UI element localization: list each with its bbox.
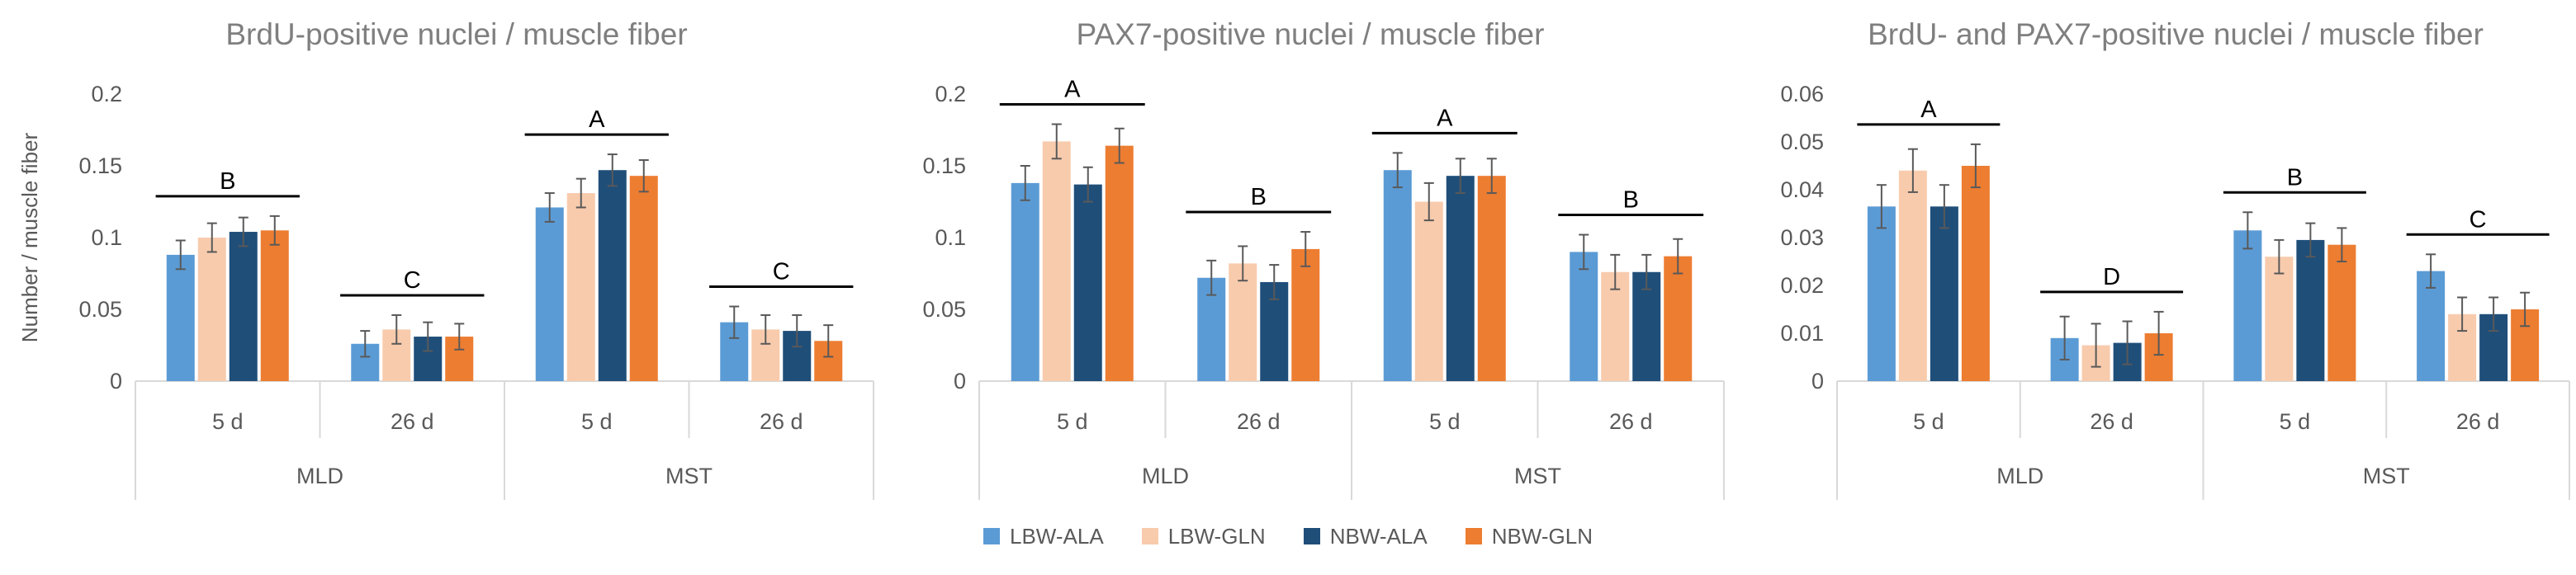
panel3-ytick-label: 0.06 xyxy=(1780,82,1824,106)
panel3-significance-letter: D xyxy=(2103,264,2120,290)
panel3-significance-letter: A xyxy=(1920,97,1937,123)
panel3-category-label: 5 d xyxy=(2280,409,2311,434)
panel1-significance-letter: A xyxy=(589,106,605,133)
panel3-title: BrdU- and PAX7-positive nuclei / muscle … xyxy=(1868,17,2484,51)
panel3-bar-lbw-ala xyxy=(2417,271,2446,381)
panel2-ytick-label: 0.05 xyxy=(922,297,966,322)
panel2-bar-lbw-ala xyxy=(1011,182,1039,381)
panel1-ytick-label: 0.05 xyxy=(78,297,122,322)
panel1-title: BrdU-positive nuclei / muscle fiber xyxy=(225,17,687,51)
panel2-ytick-label: 0 xyxy=(954,369,966,394)
panel1-group-label: MLD xyxy=(296,464,343,488)
panel1-significance-letter: C xyxy=(773,259,790,285)
panel2-bar-lbw-gln xyxy=(1414,201,1443,381)
legend-swatch-lbw-ala xyxy=(983,528,1000,544)
legend-swatch-nbw-ala xyxy=(1303,528,1320,544)
legend-label-lbw-ala: LBW-ALA xyxy=(1010,523,1104,549)
panel3-bar-lbw-ala xyxy=(1867,206,1896,381)
panel2-bar-nbw-ala xyxy=(1632,271,1661,381)
panel2-bar-nbw-gln xyxy=(1291,248,1320,381)
panel3-ytick-label: 0.04 xyxy=(1780,177,1824,202)
panel2-group-label: MLD xyxy=(1142,464,1189,488)
panel2-category-label: 26 d xyxy=(1237,409,1281,434)
panel2-bar-nbw-ala xyxy=(1446,176,1475,381)
panel2-significance-letter: B xyxy=(1623,187,1639,214)
legend-label-nbw-gln: NBW-GLN xyxy=(1491,523,1593,549)
panel1-ytick-label: 0 xyxy=(110,369,122,394)
panel2-bar-nbw-gln xyxy=(1664,256,1693,381)
panel1-bar-nbw-gln xyxy=(260,230,289,381)
panel2-significance-letter: A xyxy=(1064,77,1081,103)
legend-label-lbw-gln: LBW-GLN xyxy=(1167,523,1266,549)
panel1-bar-nbw-ala xyxy=(229,232,258,381)
panel3-bar-nbw-gln xyxy=(2327,244,2356,381)
panel1-ytick-label: 0.15 xyxy=(78,153,122,178)
panel1-category-label: 26 d xyxy=(391,409,434,434)
panel2-group-label: MST xyxy=(1514,464,1561,488)
panel2-bar-lbw-ala xyxy=(1383,170,1412,381)
panel1-bar-lbw-gln xyxy=(566,193,595,381)
legend-swatch-lbw-gln xyxy=(1141,528,1158,544)
panel2-category-label: 26 d xyxy=(1609,409,1653,434)
panel2-category-label: 5 d xyxy=(1057,409,1088,434)
panel1-ytick-label: 0.1 xyxy=(91,225,122,250)
panel1-ylabel: Number / muscle fiber xyxy=(17,133,42,343)
panel2-bar-lbw-ala xyxy=(1570,252,1598,381)
panel2-ytick-label: 0.15 xyxy=(922,153,966,178)
panel2-bar-nbw-gln xyxy=(1477,176,1506,381)
panel2-category-label: 5 d xyxy=(1429,409,1461,434)
panel2-title: PAX7-positive nuclei / muscle fiber xyxy=(1077,17,1545,51)
panel1-category-label: 5 d xyxy=(212,409,244,434)
panel3-bar-nbw-ala xyxy=(1930,206,1958,381)
panel1-bar-nbw-gln xyxy=(629,176,658,381)
panel3-bar-nbw-ala xyxy=(2296,239,2325,381)
panel1-category-label: 26 d xyxy=(760,409,803,434)
panel3-ytick-label: 0 xyxy=(1811,369,1824,394)
panel3-bar-nbw-gln xyxy=(1961,166,1990,381)
legend: LBW-ALA LBW-GLN NBW-ALA NBW-GLN xyxy=(0,518,2576,554)
panel3-ytick-label: 0.03 xyxy=(1780,225,1824,250)
panel3-ytick-label: 0.02 xyxy=(1780,273,1824,298)
panel1-bar-lbw-gln xyxy=(197,238,226,381)
panel2-bar-nbw-gln xyxy=(1105,145,1134,381)
panel1-bar-lbw-ala xyxy=(166,254,195,381)
panel1-significance-letter: B xyxy=(220,168,235,195)
panel2-bar-lbw-gln xyxy=(1229,263,1257,381)
legend-item-lbw-gln: LBW-GLN xyxy=(1141,523,1266,549)
panel2-ytick-label: 0.2 xyxy=(935,82,966,106)
legend-item-nbw-gln: NBW-GLN xyxy=(1465,523,1593,549)
panel1-significance-letter: C xyxy=(404,267,421,294)
panel3-ytick-label: 0.05 xyxy=(1780,130,1824,154)
panel1-group-label: MST xyxy=(665,464,713,488)
panel3-bar-lbw-gln xyxy=(1898,170,1927,381)
legend-label-nbw-ala: NBW-ALA xyxy=(1329,523,1428,549)
panel3-bar-lbw-ala xyxy=(2233,230,2262,381)
panel2-ytick-label: 0.1 xyxy=(935,225,966,250)
panel1-ytick-label: 0.2 xyxy=(91,82,122,106)
panel2-bar-lbw-gln xyxy=(1042,141,1071,382)
panel3-category-label: 26 d xyxy=(2090,409,2133,434)
panel3-ytick-label: 0.01 xyxy=(1780,321,1824,346)
panel2-bar-lbw-gln xyxy=(1601,271,1630,381)
panel2-significance-letter: A xyxy=(1437,105,1453,131)
panel1-bar-nbw-ala xyxy=(598,170,627,381)
panel3-significance-letter: B xyxy=(2287,164,2303,191)
panel2-significance-letter: B xyxy=(1251,184,1267,210)
panel3-category-label: 26 d xyxy=(2456,409,2500,434)
panel3-group-label: MST xyxy=(2363,464,2410,488)
legend-item-nbw-ala: NBW-ALA xyxy=(1303,523,1428,549)
panel3-group-label: MLD xyxy=(1996,464,2043,488)
legend-swatch-nbw-gln xyxy=(1465,528,1482,544)
panel3-significance-letter: C xyxy=(2469,206,2487,233)
panel3-category-label: 5 d xyxy=(1913,409,1944,434)
panel1-category-label: 5 d xyxy=(581,409,613,434)
legend-item-lbw-ala: LBW-ALA xyxy=(983,524,1104,549)
panel2-bar-nbw-ala xyxy=(1073,184,1102,381)
panel1-bar-lbw-ala xyxy=(535,207,564,381)
panel3-bar-lbw-gln xyxy=(2265,257,2294,381)
